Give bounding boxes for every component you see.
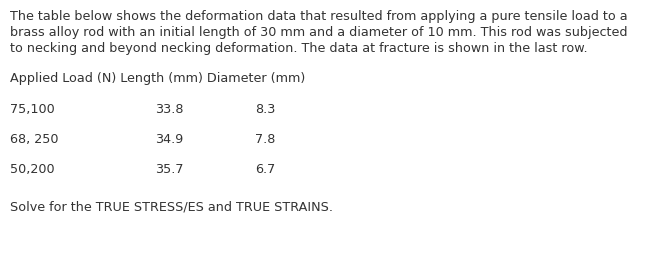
Text: 50,200: 50,200 xyxy=(10,163,55,176)
Text: 68, 250: 68, 250 xyxy=(10,133,59,146)
Text: 34.9: 34.9 xyxy=(155,133,183,146)
Text: brass alloy rod with an initial length of 30 mm and a diameter of 10 mm. This ro: brass alloy rod with an initial length o… xyxy=(10,26,627,39)
Text: to necking and beyond necking deformation. The data at fracture is shown in the : to necking and beyond necking deformatio… xyxy=(10,42,588,55)
Text: Applied Load (N) Length (mm) Diameter (mm): Applied Load (N) Length (mm) Diameter (m… xyxy=(10,72,305,85)
Text: 6.7: 6.7 xyxy=(255,163,275,176)
Text: 7.8: 7.8 xyxy=(255,133,275,146)
Text: Solve for the TRUE STRESS/ES and TRUE STRAINS.: Solve for the TRUE STRESS/ES and TRUE ST… xyxy=(10,200,333,213)
Text: 75,100: 75,100 xyxy=(10,103,55,116)
Text: 35.7: 35.7 xyxy=(155,163,184,176)
Text: 8.3: 8.3 xyxy=(255,103,275,116)
Text: The table below shows the deformation data that resulted from applying a pure te: The table below shows the deformation da… xyxy=(10,10,628,23)
Text: 33.8: 33.8 xyxy=(155,103,184,116)
